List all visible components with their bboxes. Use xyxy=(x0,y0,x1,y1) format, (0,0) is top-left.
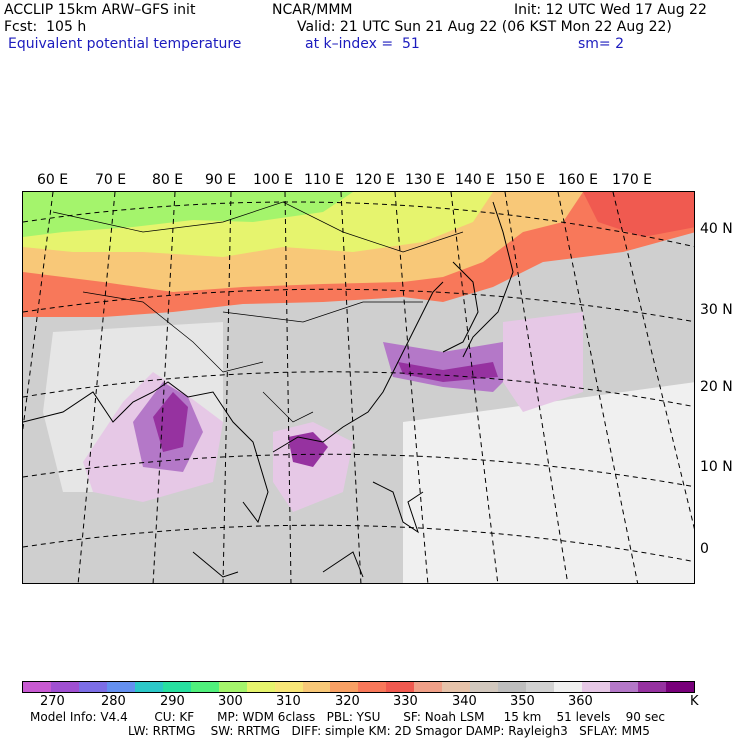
colorbar-swatch xyxy=(218,682,247,692)
colorbar-swatch xyxy=(23,682,51,692)
colorbar-swatch xyxy=(50,682,79,692)
colorbar-label: 300 xyxy=(218,694,243,709)
forecast-hour: Fcst: 105 h xyxy=(4,19,87,35)
valid-time: Valid: 21 UTC Sun 21 Aug 22 (06 KST Mon … xyxy=(297,19,672,35)
colorbar-swatch xyxy=(162,682,191,692)
longitude-label: 80 E xyxy=(152,172,184,188)
colorbar-label: 290 xyxy=(160,694,185,709)
colorbar-swatch xyxy=(386,682,415,692)
colorbar-swatch xyxy=(526,682,555,692)
longitude-label: 150 E xyxy=(505,172,546,188)
colorbar-swatch xyxy=(358,682,387,692)
colorbar-swatch xyxy=(554,682,583,692)
smoothing-label: sm= 2 xyxy=(578,36,625,52)
longitude-label: 60 E xyxy=(37,172,69,188)
model-info-line2: LW: RRTMG SW: RRTMG DIFF: simple KM: 2D … xyxy=(128,724,650,738)
colorbar-swatch xyxy=(78,682,107,692)
theta-e-map xyxy=(23,192,694,583)
longitude-label: 140 E xyxy=(455,172,496,188)
colorbar-label: 350 xyxy=(510,694,535,709)
colorbar-swatch xyxy=(665,682,694,692)
colorbar-swatch xyxy=(274,682,303,692)
colorbar-swatch xyxy=(106,682,135,692)
colorbar-swatch xyxy=(330,682,359,692)
colorbar-label: 310 xyxy=(276,694,301,709)
colorbar xyxy=(22,681,695,693)
colorbar-swatch xyxy=(190,682,219,692)
colorbar-label: 270 xyxy=(40,694,65,709)
init-time: Init: 12 UTC Wed 17 Aug 22 xyxy=(514,2,707,18)
longitude-label: 170 E xyxy=(612,172,653,188)
colorbar-swatch xyxy=(134,682,163,692)
colorbar-swatch xyxy=(442,682,471,692)
latitude-label: 0 xyxy=(700,541,709,557)
model-title: ACCLIP 15km ARW–GFS init xyxy=(4,2,196,18)
colorbar-label: 320 xyxy=(335,694,360,709)
colorbar-label: 280 xyxy=(101,694,126,709)
organization-label: NCAR/MMM xyxy=(272,2,353,18)
colorbar-swatch xyxy=(498,682,527,692)
colorbar-swatch xyxy=(637,682,666,692)
longitude-label: 110 E xyxy=(304,172,345,188)
colorbar-swatch xyxy=(582,682,611,692)
map-panel xyxy=(22,191,695,584)
longitude-label: 90 E xyxy=(205,172,237,188)
colorbar-swatch xyxy=(246,682,275,692)
colorbar-label: 340 xyxy=(452,694,477,709)
colorbar-swatch xyxy=(610,682,638,692)
model-info-line1: Model Info: V4.4 CU: KF MP: WDM 6class P… xyxy=(30,710,665,724)
colorbar-swatch xyxy=(470,682,499,692)
longitude-label: 160 E xyxy=(558,172,599,188)
field-name: Equivalent potential temperature xyxy=(8,36,242,52)
latitude-label: 40 N xyxy=(700,221,733,237)
colorbar-swatch xyxy=(414,682,443,692)
longitude-label: 70 E xyxy=(95,172,127,188)
longitude-label: 120 E xyxy=(355,172,396,188)
latitude-label: 10 N xyxy=(700,459,733,475)
latitude-label: 20 N xyxy=(700,379,733,395)
colorbar-swatch xyxy=(302,682,331,692)
latitude-label: 30 N xyxy=(700,302,733,318)
colorbar-label: 360 xyxy=(568,694,593,709)
colorbar-unit: K xyxy=(690,694,699,709)
level-label: at k–index = 51 xyxy=(305,36,420,52)
colorbar-label: 330 xyxy=(393,694,418,709)
longitude-label: 130 E xyxy=(405,172,446,188)
longitude-label: 100 E xyxy=(253,172,294,188)
